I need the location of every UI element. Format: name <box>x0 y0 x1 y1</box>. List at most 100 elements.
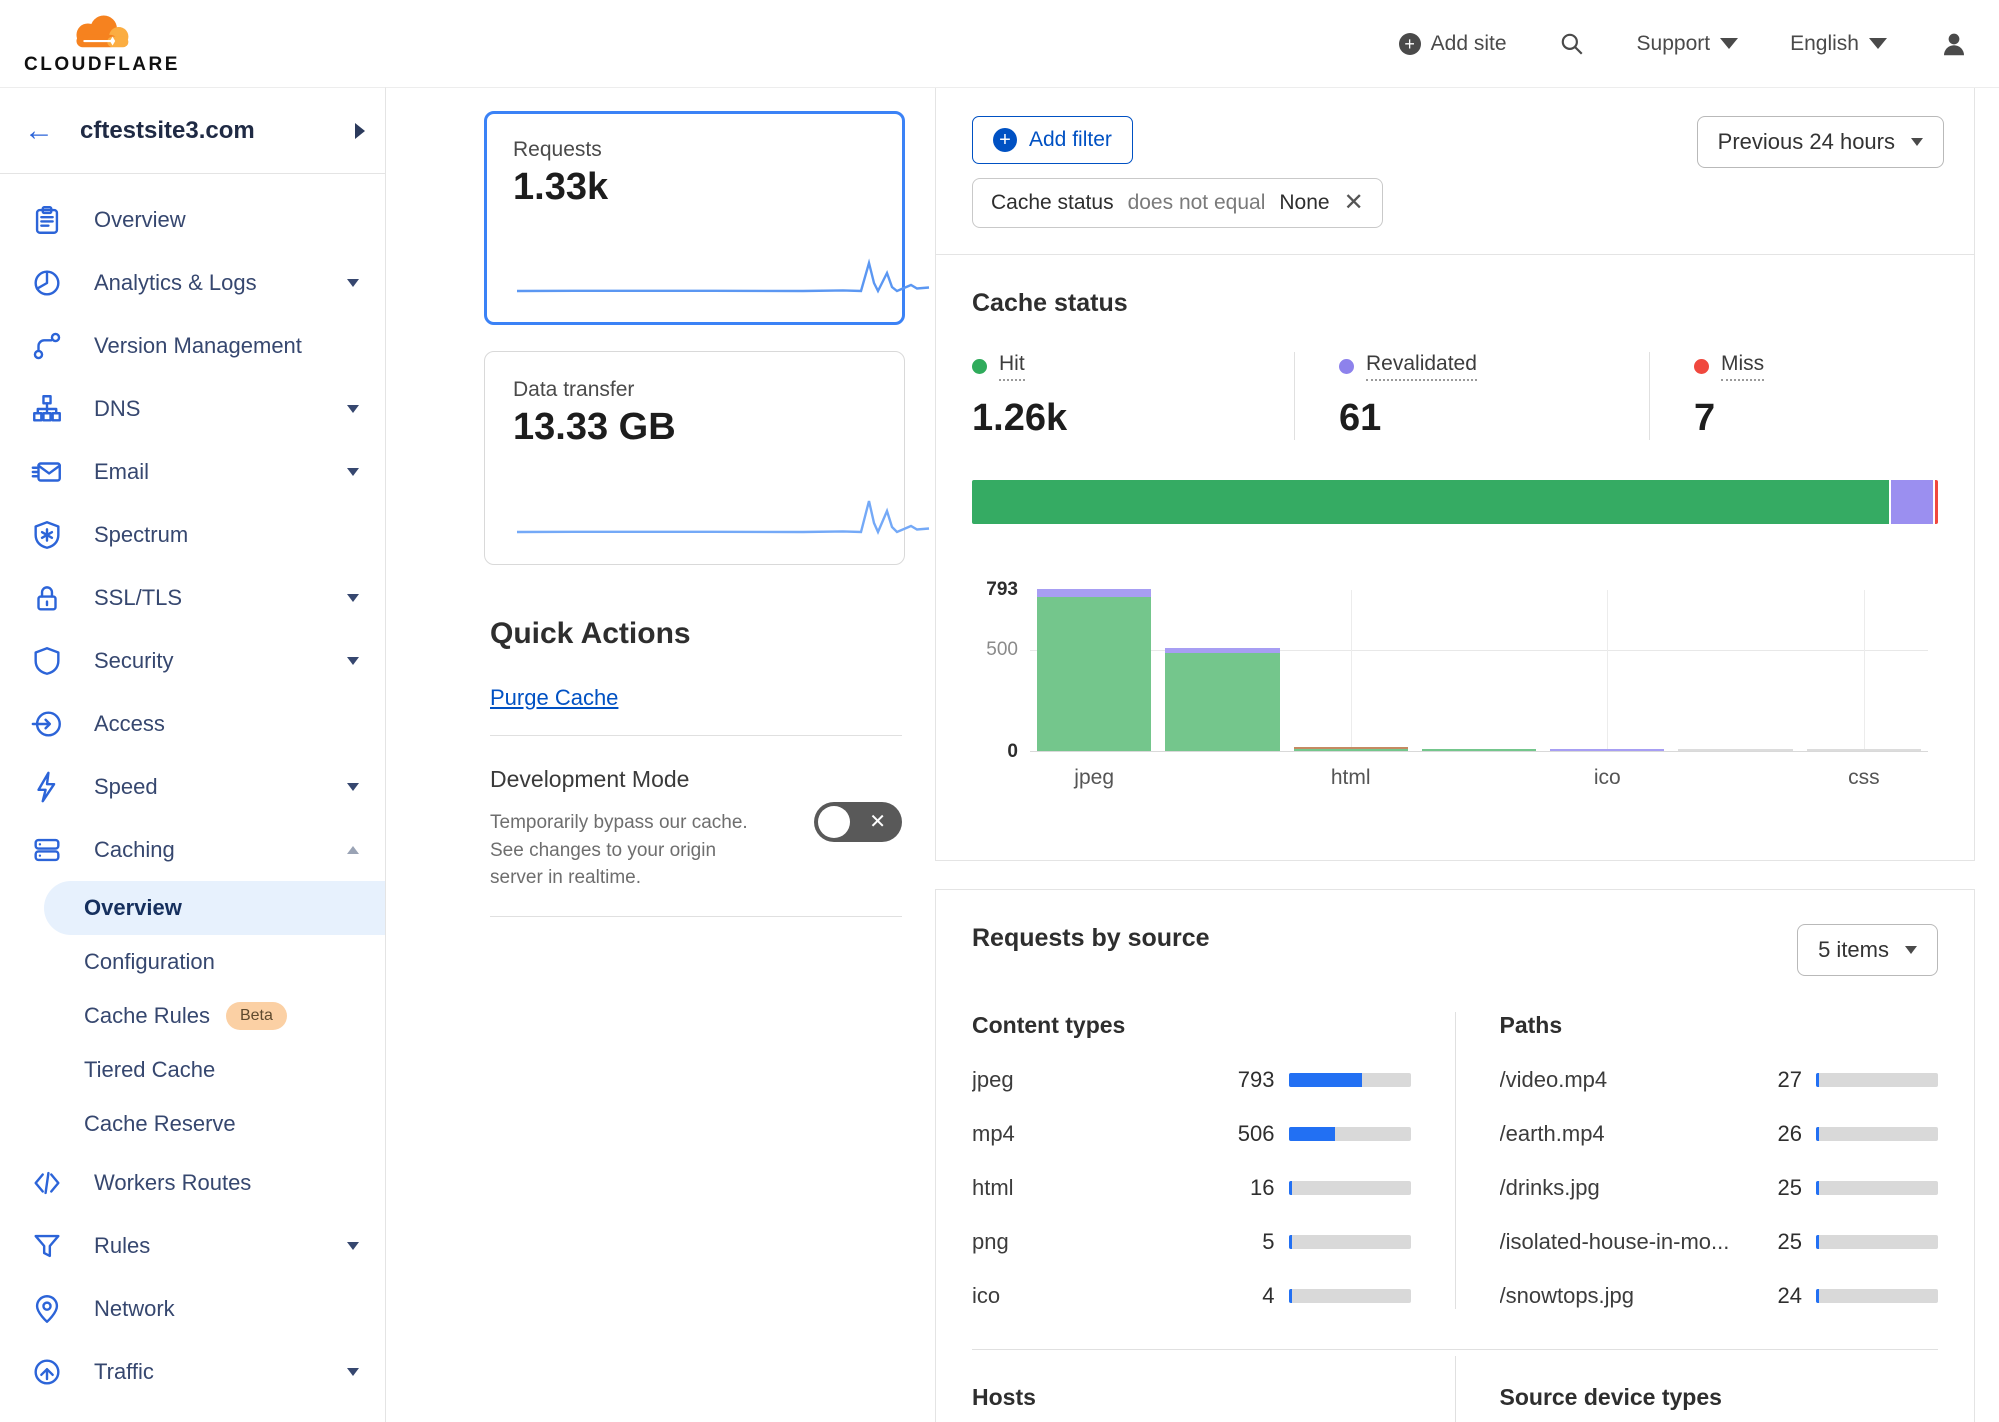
sidebar-item-dns[interactable]: DNS <box>0 377 385 440</box>
row-bar <box>1816 1073 1938 1087</box>
cache-status-panel: + Add filter Cache status does not equal… <box>935 88 1975 861</box>
chart-plot-area <box>1030 589 1928 752</box>
sidebar-item-speed[interactable]: Speed <box>0 755 385 818</box>
sidebar-item-analytics-logs[interactable]: Analytics & Logs <box>0 251 385 314</box>
sidebar-item-label: Rules <box>94 1232 151 1258</box>
site-name: cftestsite3.com <box>80 116 255 144</box>
table-row[interactable]: /snowtops.jpg 24 <box>1500 1283 1938 1309</box>
purge-cache-link[interactable]: Purge Cache <box>490 685 619 710</box>
bar-segment-other <box>1678 749 1793 751</box>
data-transfer-card[interactable]: Data transfer 13.33 GB <box>484 351 930 565</box>
bolt-icon <box>37 771 56 802</box>
sidebar-subitem-overview[interactable]: Overview <box>44 881 385 935</box>
legend-dot <box>1694 359 1709 374</box>
branch-icon <box>33 332 61 359</box>
time-range-dropdown[interactable]: Previous 24 hours <box>1696 116 1944 168</box>
table-row[interactable]: mp4 506 <box>972 1121 1411 1147</box>
bar-ico[interactable] <box>1550 749 1665 751</box>
distribution-segment-miss <box>1933 480 1938 524</box>
sidebar-item-label: Caching <box>94 836 175 862</box>
sidebar-item-overview[interactable]: Overview <box>0 188 385 251</box>
row-bar <box>1288 1073 1411 1087</box>
sidebar-item-label: Email <box>94 458 150 484</box>
stat-label[interactable]: Miss <box>1721 352 1765 381</box>
support-menu[interactable]: Support <box>1637 32 1739 56</box>
bar-html[interactable] <box>1293 747 1408 751</box>
sidebar-subitem-tiered-cache[interactable]: Tiered Cache <box>44 1043 385 1097</box>
x-axis-label: html <box>1330 766 1371 789</box>
filter-chip: Cache status does not equal None ✕ <box>972 178 1383 228</box>
search-button[interactable] <box>1559 31 1585 57</box>
row-bar <box>1816 1127 1938 1141</box>
table-row[interactable]: /video.mp4 27 <box>1500 1067 1938 1093</box>
stat-label[interactable]: Hit <box>999 352 1025 381</box>
development-mode-toggle[interactable]: ✕ <box>814 802 902 842</box>
cache-status-bar-chart: 793 500 0 jpeg html ico css <box>972 570 1938 820</box>
sidebar-item-network[interactable]: Network <box>0 1277 385 1340</box>
gridline <box>1607 590 1609 751</box>
table-row[interactable]: ico 4 <box>972 1283 1411 1309</box>
sidebar-item-workers-routes[interactable]: Workers Routes <box>0 1151 385 1214</box>
search-icon <box>1561 33 1583 55</box>
row-bar <box>1288 1235 1411 1249</box>
remove-filter-icon[interactable]: ✕ <box>1343 189 1364 216</box>
bar-segment-miss <box>1293 747 1408 749</box>
sidebar-item-traffic[interactable]: Traffic <box>0 1340 385 1403</box>
legend-dot <box>972 359 987 374</box>
sidebar-item-security[interactable]: Security <box>0 629 385 692</box>
bar-segment-hit <box>1421 749 1537 751</box>
chevron-down-icon <box>347 278 359 287</box>
language-menu[interactable]: English <box>1790 32 1887 56</box>
devices-title: Source device types <box>1499 1384 1722 1410</box>
sidebar-menu: Overview Analytics & Logs Version Manageme… <box>0 174 385 1422</box>
padlock-icon <box>37 585 57 611</box>
account-button[interactable] <box>1939 29 1969 59</box>
row-label: jpeg <box>972 1067 1014 1092</box>
bar-unlabeled[interactable] <box>1678 749 1793 751</box>
sidebar-item-rules[interactable]: Rules <box>0 1214 385 1277</box>
sidebar-subitem-cache-reserve[interactable]: Cache Reserve <box>44 1097 385 1151</box>
sidebar-item-custom-pages[interactable]: Custom Pages <box>0 1403 385 1422</box>
cloudflare-logo[interactable]: CLOUDFLARE <box>22 12 182 76</box>
filter-field: Cache status <box>991 191 1114 214</box>
distribution-segment-hit <box>972 480 1889 524</box>
envelope-icon <box>31 461 61 482</box>
row-value: 4 <box>1262 1283 1275 1308</box>
stat-value: 1.26k <box>972 397 1068 439</box>
sidebar-subitem-cache-rules[interactable]: Cache Rules Beta <box>44 989 385 1043</box>
back-arrow-icon[interactable]: ← <box>24 113 54 147</box>
table-row[interactable]: jpeg 793 <box>972 1067 1411 1093</box>
plus-icon: + <box>1398 32 1421 55</box>
requests-card[interactable]: Requests 1.33k <box>484 111 930 325</box>
row-value: 24 <box>1777 1283 1802 1308</box>
chevron-right-icon[interactable] <box>355 122 365 139</box>
bar-jpeg[interactable] <box>1037 589 1152 751</box>
sidebar-item-version-management[interactable]: Version Management <box>0 314 385 377</box>
sidebar-item-spectrum[interactable]: Spectrum <box>0 503 385 566</box>
hosts-table: Hosts cftestsite3.com1.33k <box>972 1356 1455 1422</box>
table-row[interactable]: png 5 <box>972 1229 1411 1255</box>
chevron-up-icon <box>347 845 359 854</box>
items-count-dropdown[interactable]: 5 items <box>1797 924 1938 976</box>
sidebar-item-label: Analytics & Logs <box>94 269 257 295</box>
table-row[interactable]: /drinks.jpg 25 <box>1500 1175 1938 1201</box>
table-row[interactable]: /isolated-house-in-mo... 25 <box>1500 1229 1938 1255</box>
stat-label[interactable]: Revalidated <box>1366 352 1477 381</box>
gridline <box>1350 590 1352 751</box>
bar-png[interactable] <box>1421 749 1537 751</box>
add-filter-button[interactable]: + Add filter <box>972 116 1133 164</box>
sidebar-item-ssl-tls[interactable]: SSL/TLS <box>0 566 385 629</box>
sidebar-item-email[interactable]: Email <box>0 440 385 503</box>
sidebar-item-label: Access <box>94 710 165 736</box>
sidebar-item-access[interactable]: Access <box>0 692 385 755</box>
sidebar-item-caching[interactable]: Caching <box>0 818 385 881</box>
route-icon <box>34 1358 60 1385</box>
sidebar-subitem-configuration[interactable]: Configuration <box>44 935 385 989</box>
bar-mp4[interactable] <box>1165 647 1280 751</box>
chevron-down-icon <box>1720 38 1739 49</box>
add-site-button[interactable]: + Add site <box>1398 32 1507 56</box>
bar-css[interactable] <box>1806 749 1921 751</box>
distribution-segment-revalidated <box>1888 480 1934 524</box>
table-row[interactable]: html 16 <box>972 1175 1411 1201</box>
table-row[interactable]: /earth.mp4 26 <box>1500 1121 1938 1147</box>
